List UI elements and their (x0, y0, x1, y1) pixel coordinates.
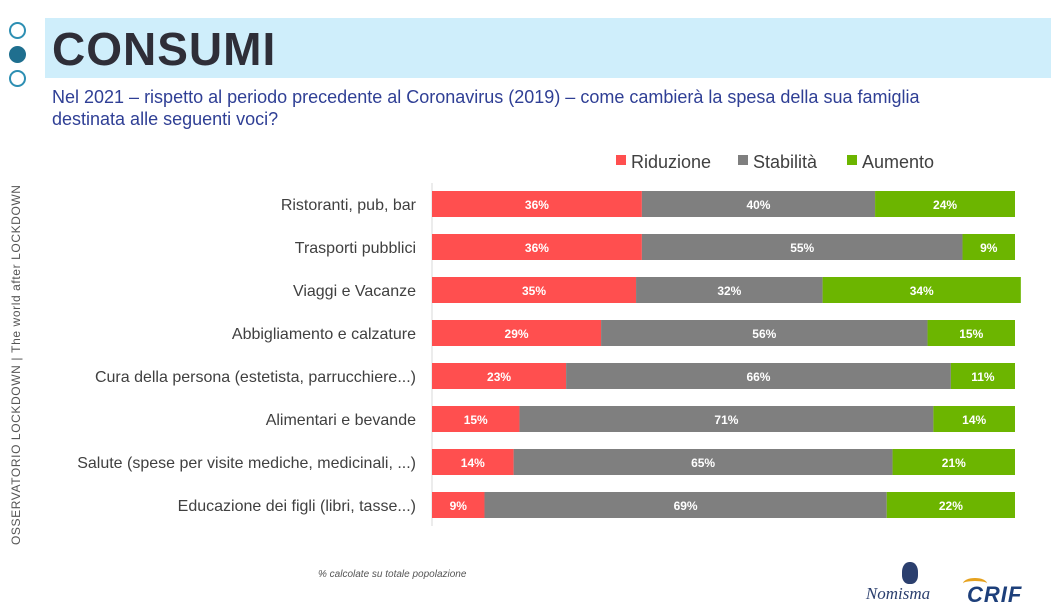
bar-stabilita (519, 406, 934, 432)
data-label-stabilita: 40% (746, 198, 770, 212)
data-label-aumento: 34% (910, 284, 934, 298)
data-label-riduzione: 14% (461, 456, 485, 470)
bar-aumento (886, 492, 1015, 518)
data-label-stabilita: 32% (717, 284, 741, 298)
circle-icon (9, 70, 26, 87)
data-label-riduzione: 35% (522, 284, 546, 298)
filled-circle-icon (9, 46, 26, 63)
data-label-aumento: 21% (942, 456, 966, 470)
title-band (45, 18, 1051, 78)
data-label-riduzione: 36% (525, 198, 549, 212)
bar-aumento (875, 191, 1015, 217)
data-label-stabilita: 56% (752, 327, 776, 341)
bar-aumento (962, 234, 1015, 260)
bar-riduzione (432, 234, 642, 260)
data-label-aumento: 14% (962, 413, 986, 427)
bar-stabilita (636, 277, 823, 303)
bar-riduzione (432, 406, 520, 432)
bar-riduzione (432, 191, 642, 217)
data-label-aumento: 24% (933, 198, 957, 212)
data-label-aumento: 11% (971, 370, 995, 384)
bar-aumento (822, 277, 1021, 303)
bar-aumento (892, 449, 1015, 475)
bar-riduzione (432, 320, 602, 346)
data-label-aumento: 15% (959, 327, 983, 341)
circle-icon (9, 22, 26, 39)
bar-aumento (927, 320, 1015, 346)
nomisma-wordmark: Nomisma (865, 584, 931, 603)
bar-stabilita (641, 234, 963, 260)
category-label: Alimentari e bevande (266, 412, 416, 429)
data-label-aumento: 9% (980, 241, 998, 255)
legend-label-riduzione: Riduzione (631, 152, 711, 172)
bar-stabilita (641, 191, 876, 217)
category-label: Cura della persona (estetista, parrucchi… (95, 369, 416, 386)
data-label-riduzione: 15% (464, 413, 488, 427)
data-label-riduzione: 29% (505, 327, 529, 341)
nomisma-logo: Nomisma (852, 562, 944, 608)
data-label-stabilita: 71% (714, 413, 738, 427)
data-label-riduzione: 9% (450, 499, 468, 513)
category-label: Salute (spese per visite mediche, medici… (77, 455, 416, 472)
legend-label-aumento: Aumento (862, 152, 934, 172)
category-label: Trasporti pubblici (295, 240, 416, 257)
bar-aumento (950, 363, 1015, 389)
bar-stabilita (601, 320, 928, 346)
category-label: Abbigliamento e calzature (232, 326, 416, 343)
bar-riduzione (432, 492, 485, 518)
bar-stabilita (484, 492, 887, 518)
data-label-stabilita: 65% (691, 456, 715, 470)
data-label-riduzione: 23% (487, 370, 511, 384)
bar-riduzione (432, 277, 637, 303)
legend-swatch-stabilita (738, 155, 748, 165)
legend-label-stabilita: Stabilità (753, 152, 818, 172)
legend-swatch-aumento (847, 155, 857, 165)
crif-logo: CRIF (963, 578, 1043, 607)
category-label: Viaggi e Vacanze (293, 283, 416, 300)
legend-swatch-riduzione (616, 155, 626, 165)
category-label: Ristoranti, pub, bar (281, 197, 417, 214)
bar-stabilita (513, 449, 893, 475)
footnote: % calcolate su totale popolazione (318, 569, 467, 580)
data-label-stabilita: 69% (674, 499, 698, 513)
data-label-stabilita: 66% (746, 370, 770, 384)
data-label-riduzione: 36% (525, 241, 549, 255)
bar-riduzione (432, 449, 514, 475)
data-label-stabilita: 55% (790, 241, 814, 255)
nomisma-crest-icon (902, 562, 918, 584)
question-subtitle: Nel 2021 – rispetto al periodo precedent… (52, 87, 920, 129)
bar-aumento (933, 406, 1015, 432)
bar-riduzione (432, 363, 567, 389)
bar-stabilita (566, 363, 951, 389)
crif-swoosh-icon (963, 578, 987, 589)
page-title: CONSUMI (52, 23, 277, 75)
crif-wordmark: CRIF (967, 582, 1023, 607)
data-label-aumento: 22% (939, 499, 963, 513)
category-label: Educazione dei figli (libri, tasse...) (178, 498, 416, 515)
